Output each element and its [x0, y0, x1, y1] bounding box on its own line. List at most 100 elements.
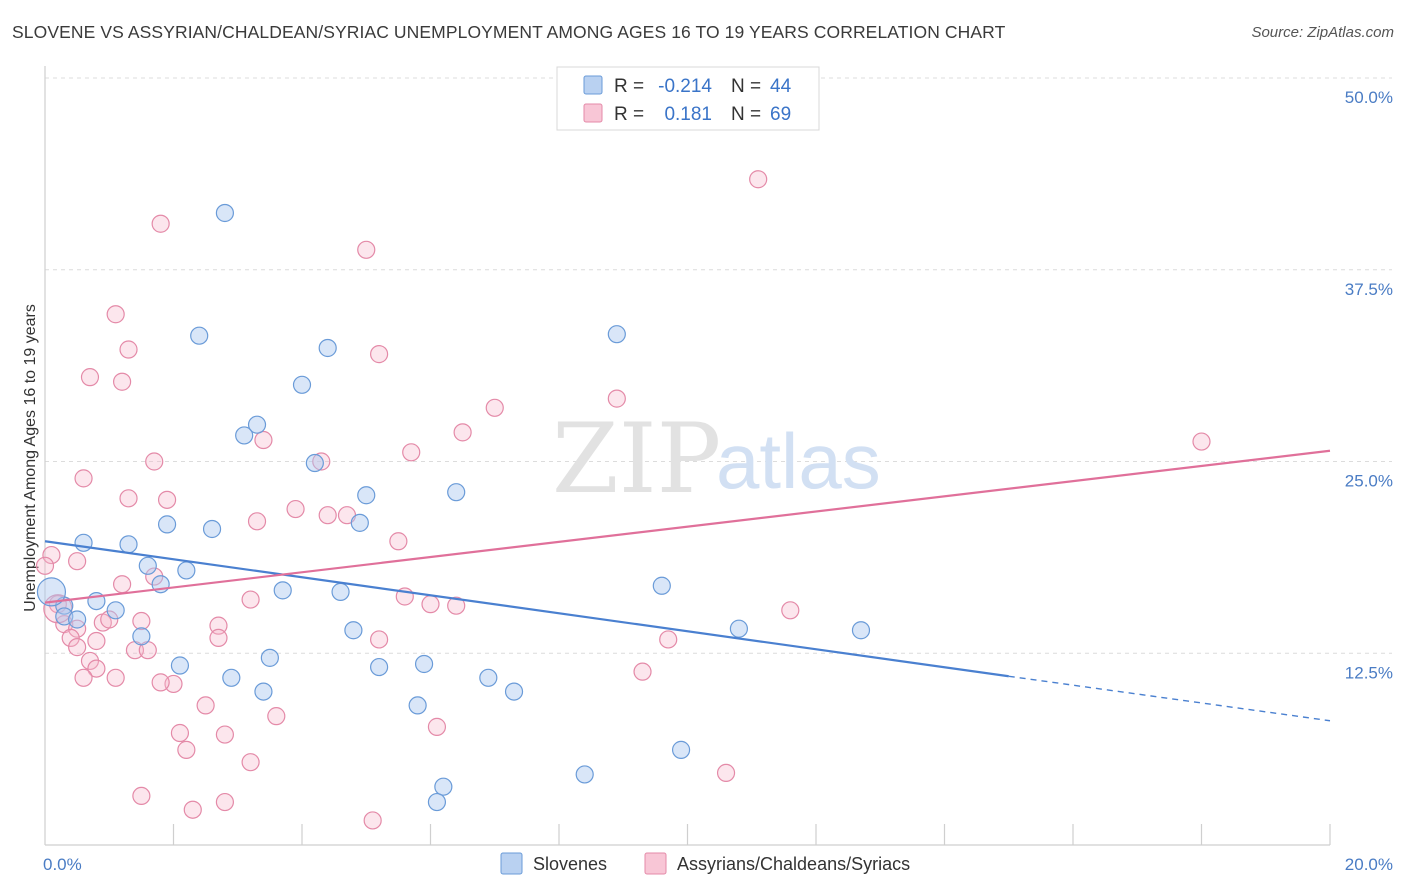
source-label: Source: ZipAtlas.com: [1251, 24, 1394, 41]
point-slovenes-9: [357, 486, 376, 505]
point-slovenes-34: [222, 668, 241, 687]
x-tick-label-0: 0.0%: [43, 855, 82, 874]
point-slovenes-20: [331, 582, 350, 601]
point-slovenes-25: [68, 610, 87, 629]
point-slovenes-15: [138, 556, 157, 575]
stats-legend: R = -0.214 N = 44 R = 0.181 N = 69: [556, 66, 820, 131]
point-slovenes-43: [36, 577, 67, 607]
point-slovenes-11: [350, 513, 369, 532]
point-assyrians-17: [119, 489, 138, 508]
bottom-legend-label-slovenes: Slovenes: [533, 854, 607, 874]
point-slovenes-12: [202, 519, 222, 539]
point-assyrians-62: [241, 753, 260, 772]
series-legend: Slovenes Assyrians/Chaldeans/Syriacs: [500, 852, 910, 875]
axes: [44, 66, 1331, 846]
point-assyrians-20: [318, 506, 337, 525]
y-axis-label: Unemployment Among Ages 16 to 19 years: [22, 304, 39, 612]
point-assyrians-18: [157, 490, 177, 509]
point-assyrians-64: [132, 786, 151, 806]
point-slovenes-27: [729, 619, 749, 638]
point-assyrians-8: [607, 389, 626, 408]
point-slovenes-26: [344, 621, 363, 640]
point-assyrians-11: [254, 430, 273, 450]
point-slovenes-5: [247, 415, 267, 434]
point-assyrians-15: [312, 452, 331, 471]
point-assyrians-36: [132, 611, 151, 631]
point-assyrians-23: [389, 532, 408, 551]
point-assyrians-65: [215, 792, 234, 812]
point-assyrians-2: [357, 240, 376, 259]
point-slovenes-16: [177, 561, 196, 580]
point-slovenes-40: [575, 765, 594, 784]
point-assyrians-24: [42, 545, 61, 565]
point-slovenes-42: [427, 792, 447, 812]
point-slovenes-23: [106, 601, 125, 620]
bottom-legend-label-assyrians: Assyrians/Chaldeans/Syriacs: [677, 854, 910, 874]
point-assyrians-19: [286, 499, 305, 519]
y-tick-label-2: 37.5%: [1345, 280, 1393, 299]
chart-title: SLOVENE VS ASSYRIAN/CHALDEAN/SYRIAC UNEM…: [12, 22, 1006, 42]
point-slovenes-2: [190, 326, 209, 345]
point-slovenes-6: [235, 426, 254, 445]
point-assyrians-31: [421, 595, 440, 614]
point-assyrians-55: [151, 673, 170, 692]
point-assyrians-61: [177, 740, 196, 759]
point-assyrians-30: [241, 590, 260, 609]
watermark: ZIP atlas: [552, 403, 881, 515]
point-slovenes-30: [260, 648, 279, 667]
point-slovenes-18: [652, 576, 671, 595]
point-assyrians-39: [68, 619, 87, 638]
trend-line-slovenes-extension: [1008, 675, 1331, 722]
point-slovenes-31: [370, 657, 389, 677]
point-slovenes-37: [504, 682, 524, 701]
point-slovenes-29: [132, 627, 151, 646]
point-assyrians-9: [485, 398, 504, 417]
point-assyrians-7: [112, 372, 132, 391]
y-tick-labels: 12.5% 25.0% 37.5% 50.0%: [1345, 88, 1393, 682]
y-tick-label-3: 50.0%: [1345, 88, 1393, 107]
point-assyrians-46: [68, 638, 87, 657]
point-assyrians-0: [749, 170, 768, 189]
x-tick-labels: 0.0% 20.0%: [43, 855, 1393, 874]
trend-line-slovenes: [44, 540, 1009, 678]
point-assyrians-50: [87, 659, 106, 678]
legend-r-value-assyrians: 0.181: [664, 104, 712, 125]
watermark-atlas: atlas: [716, 417, 881, 505]
point-assyrians-22: [247, 512, 267, 531]
point-slovenes-8: [447, 483, 466, 502]
x-tick-label-1: 20.0%: [1345, 855, 1393, 874]
point-slovenes-3: [318, 338, 337, 358]
point-assyrians-41: [61, 628, 80, 648]
point-slovenes-19: [273, 581, 292, 600]
point-slovenes-35: [479, 668, 498, 687]
point-slovenes-39: [671, 740, 691, 759]
point-assyrians-38: [100, 610, 119, 629]
point-assyrians-45: [87, 631, 106, 651]
point-slovenes-41: [434, 777, 453, 796]
point-assyrians-1: [151, 214, 170, 233]
data-points: [35, 170, 1211, 830]
point-slovenes-0: [215, 203, 234, 223]
point-slovenes-14: [119, 535, 138, 554]
point-assyrians-10: [453, 423, 472, 442]
point-assyrians-3: [106, 305, 125, 324]
legend-r-label: R =: [614, 76, 644, 97]
point-slovenes-32: [414, 654, 434, 674]
point-assyrians-13: [402, 443, 421, 462]
point-assyrians-57: [267, 707, 286, 726]
legend-n-value-slovenes: 44: [770, 76, 792, 97]
bottom-legend-swatch-slovenes: [500, 852, 523, 875]
point-slovenes-36: [254, 682, 273, 701]
point-slovenes-28: [851, 621, 871, 640]
point-assyrians-42: [209, 628, 228, 648]
point-assyrians-4: [119, 340, 138, 359]
point-assyrians-52: [74, 668, 93, 687]
watermark-zip: ZIP: [552, 403, 721, 515]
point-slovenes-1: [607, 325, 626, 344]
legend-r-value-slovenes: -0.214: [658, 76, 712, 97]
point-slovenes-38: [408, 696, 427, 715]
point-assyrians-5: [370, 345, 389, 364]
legend-n-label: N =: [731, 76, 761, 97]
point-assyrians-53: [106, 668, 125, 687]
